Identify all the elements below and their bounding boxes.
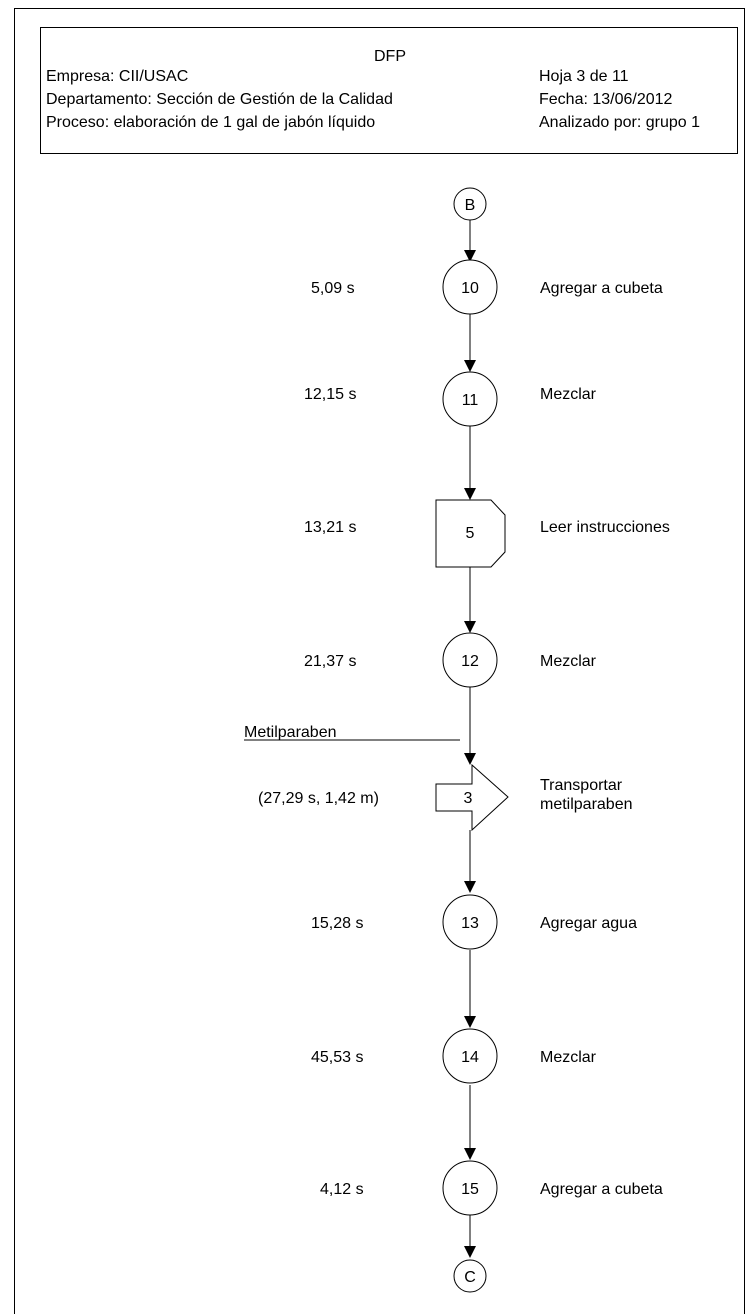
connector-end-label: C [464, 1269, 476, 1286]
operation-number: 10 [461, 280, 479, 297]
department-label: Departamento: Sección de Gestión de la C… [46, 91, 393, 108]
arrowhead [464, 488, 476, 500]
step-time: 12,15 s [304, 386, 356, 403]
arrowhead [464, 753, 476, 765]
step-time: 13,21 s [304, 519, 356, 536]
transport-number: 3 [464, 790, 473, 807]
arrowhead [464, 621, 476, 633]
step-description: Agregar a cubeta [540, 280, 663, 297]
step-time: 15,28 s [311, 915, 363, 932]
step-description-line-1: Transportar [540, 777, 623, 794]
step-time: (27,29 s, 1,42 m) [258, 790, 379, 807]
delay-symbol [435, 499, 506, 568]
step-description: Agregar a cubeta [540, 1181, 663, 1198]
step-description: Agregar agua [540, 915, 637, 932]
arrowhead [464, 360, 476, 372]
step-time: 4,12 s [320, 1181, 364, 1198]
analyst-label: Analizado por: grupo 1 [539, 114, 700, 131]
step-description: Leer instrucciones [540, 519, 670, 536]
transport-symbol [435, 763, 509, 832]
arrowhead [464, 1016, 476, 1028]
step-time: 21,37 s [304, 653, 356, 670]
step-description-line-2: metilparaben [540, 796, 633, 813]
operation-symbol [442, 259, 498, 315]
operation-symbol [442, 632, 498, 688]
arrowhead [464, 1148, 476, 1160]
operation-number: 11 [462, 392, 479, 409]
process-label: Proceso: elaboración de 1 gal de jabón l… [46, 114, 376, 131]
connector-end [453, 1259, 487, 1293]
step-time: 5,09 s [311, 280, 355, 297]
operation-symbol [442, 1160, 498, 1216]
sheet-label: Hoja 3 de 11 [539, 68, 629, 85]
operation-number: 14 [461, 1049, 479, 1066]
page-border [14, 8, 745, 1314]
step-description: Mezclar [540, 1049, 597, 1066]
material-input-label: Metilparaben [244, 724, 337, 741]
arrowhead [464, 1246, 476, 1258]
delay-number: 5 [466, 525, 475, 542]
step-description: Mezclar [540, 653, 597, 670]
operation-symbol [442, 894, 498, 950]
operation-symbol [442, 1028, 498, 1084]
operation-number: 12 [461, 653, 479, 670]
operation-number: 13 [461, 915, 479, 932]
header-box: DFP Empresa: CII/USAC Departamento: Secc… [40, 27, 738, 154]
connector-start-label: B [465, 197, 476, 214]
step-description: Mezclar [540, 386, 597, 403]
company-label: Empresa: CII/USAC [46, 68, 189, 85]
diagram-title: DFP [374, 48, 406, 65]
operation-number: 15 [461, 1181, 479, 1198]
step-time: 45,53 s [311, 1049, 363, 1066]
arrowhead [464, 250, 476, 262]
operation-symbol [442, 371, 498, 427]
date-label: Fecha: 13/06/2012 [539, 91, 673, 108]
arrowhead [464, 881, 476, 893]
